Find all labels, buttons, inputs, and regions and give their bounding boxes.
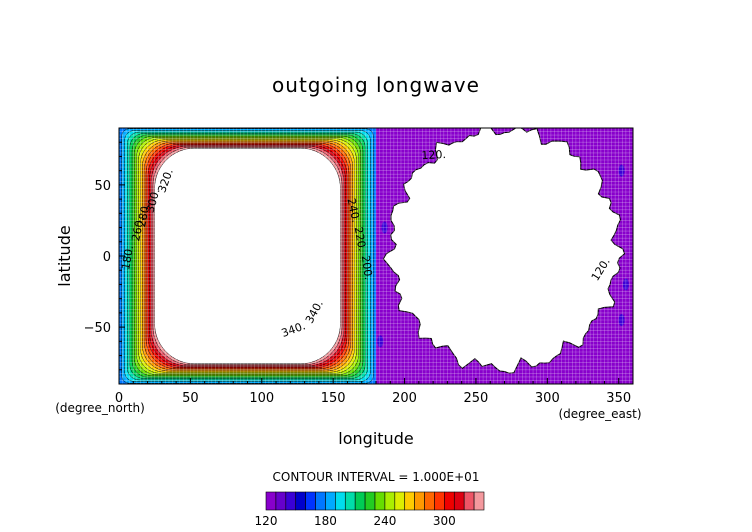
x-tick-label: 100: [249, 391, 274, 406]
colorbar-cell-280: [424, 491, 435, 511]
warm-region-contours: [119, 128, 379, 384]
cold-speck: [618, 164, 625, 177]
contour-label: 300.: [144, 187, 163, 214]
grid-overlay: [119, 128, 633, 384]
colorbar-cell-270: [414, 491, 425, 511]
contour-label: 260.: [129, 216, 147, 243]
x-tick-label: 0: [115, 391, 123, 406]
x-tick-label: 350: [606, 391, 631, 406]
chart-title: outgoing longwave: [272, 73, 480, 97]
colorbar-cell-200: [344, 491, 356, 511]
colorbar-cell-140: [285, 491, 297, 511]
colorbar-cell-180: [325, 491, 336, 511]
colorbar-cell-120: [265, 491, 277, 511]
colorbar-cell-230: [374, 491, 386, 511]
x-tick-label: 250: [464, 391, 489, 406]
colorbar-label: 240: [373, 514, 396, 528]
colorbar-cell-210: [354, 491, 366, 511]
x-axis: 0 50 100 150 200 250 300 350: [115, 378, 634, 406]
x-tick-label: 300: [535, 391, 560, 406]
colorbar-cell-290: [434, 491, 445, 511]
cold-core-below-120: [382, 128, 626, 374]
colorbar-cell-330: [473, 491, 485, 511]
cold-speck: [381, 221, 388, 234]
colorbar-cell-300: [444, 491, 455, 511]
y-unit-label: (degree_north): [55, 401, 145, 415]
x-tick-label: 200: [392, 391, 417, 406]
colorbar-cell-130: [275, 491, 287, 511]
y-tick-label: −50: [84, 321, 111, 336]
cold-speck: [618, 314, 625, 326]
cold-speck: [377, 335, 384, 348]
colorbar-label: 300: [433, 514, 456, 528]
contour-label: 280.: [135, 202, 153, 229]
contour-label: 220.: [352, 226, 369, 252]
colorbar-cell-260: [404, 491, 415, 511]
contour-label: 200.: [359, 255, 375, 281]
cold-region: [376, 128, 633, 384]
colorbar-label: 120: [255, 514, 278, 528]
colorbar-cell-310: [453, 491, 465, 511]
colorbar-cell-250: [394, 491, 406, 511]
colorbar-cell-220: [364, 491, 376, 511]
contour-label: 240.: [345, 197, 363, 224]
colorbar-cell-170: [315, 491, 326, 511]
plot-area: [119, 128, 633, 384]
colorbar-label: 180: [314, 514, 337, 528]
contour-label: 180.: [119, 244, 136, 270]
x-tick-label: 150: [321, 391, 346, 406]
x-tick-label: 50: [182, 391, 199, 406]
colorbar-cell-320: [463, 491, 475, 511]
y-tick-label: 0: [103, 250, 111, 265]
y-tick-label: 50: [94, 179, 111, 194]
y-axis: −50 0 50: [84, 127, 125, 385]
contour-labels: 340.340.320.300.280.260.240.220.200.180.…: [119, 148, 613, 340]
contour-label: 120.: [421, 148, 446, 162]
warm-contour-band-340: [154, 147, 341, 365]
colorbar-labels: 120 180 240 300: [255, 514, 456, 528]
x-unit-label: (degree_east): [558, 407, 641, 421]
x-axis-label: longitude: [338, 429, 413, 448]
colorbar-cell-160: [305, 491, 316, 511]
colorbar-cell-190: [335, 491, 346, 511]
cold-speck: [622, 278, 629, 291]
colorbar-cell-240: [384, 491, 396, 511]
colorbar: [265, 491, 485, 511]
colorbar-cell-150: [295, 491, 306, 511]
y-axis-label: latitude: [55, 225, 74, 286]
contour-interval-text: CONTOUR INTERVAL = 1.000E+01: [273, 470, 480, 484]
